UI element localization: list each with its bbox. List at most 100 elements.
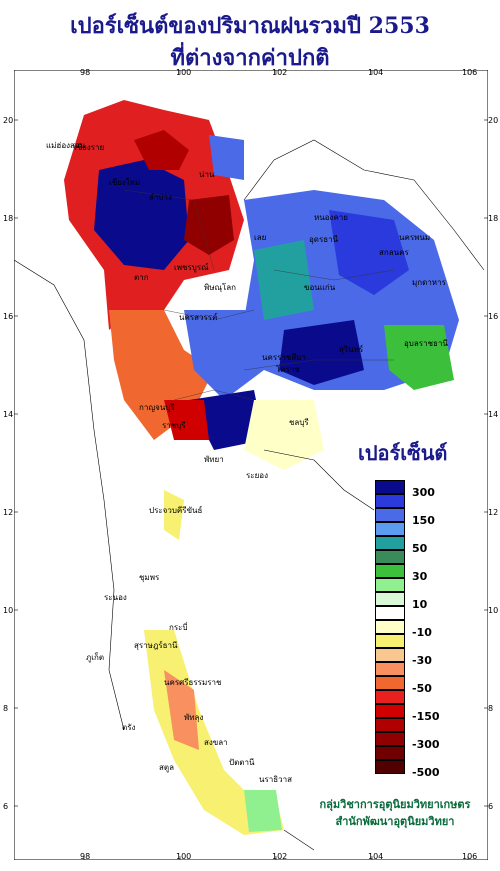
place-label: สงขลา — [204, 738, 228, 747]
place-label: เลย — [254, 233, 266, 242]
legend-label: -300 — [412, 738, 440, 751]
place-label: ตาก — [134, 273, 149, 282]
y-tick-left: 8 — [3, 704, 9, 713]
y-tick-right: 18 — [488, 214, 499, 223]
place-label: อุดรธานี — [309, 235, 339, 244]
legend-swatch — [375, 704, 405, 718]
rainfall-map: เชียงราย น่าน แม่ฮ่องสอน เชียงใหม่ ลำปาง… — [14, 70, 488, 860]
legend-swatch — [375, 606, 405, 620]
credit-line2: สำนักพัฒนาอุตุนิยมวิทยา — [335, 815, 455, 828]
map-title-line2: ที่ต่างจากค่าปกติ — [170, 45, 330, 71]
y-tick-left: 20 — [3, 116, 14, 125]
province-borders — [123, 189, 395, 401]
x-tick-bottom: 100 — [176, 852, 192, 861]
place-label: ระยอง — [246, 471, 268, 480]
place-label: มุกดาหาร — [412, 278, 447, 287]
legend-swatch — [375, 690, 405, 704]
place-label: สุราษฎร์ธานี — [134, 640, 178, 650]
place-label: สกลนคร — [379, 248, 409, 257]
place-label: พิษณุโลก — [204, 282, 236, 292]
y-tick-right: 12 — [488, 508, 499, 517]
place-label: สุรินทร์ — [339, 344, 364, 354]
place-label: เชียงราย — [74, 143, 104, 152]
x-tick-top: 104 — [368, 68, 384, 77]
legend-swatch — [375, 522, 405, 536]
legend-swatch — [375, 718, 405, 732]
y-tick-right: 14 — [488, 410, 499, 419]
legend-swatch — [375, 508, 405, 522]
x-tick-top: 98 — [80, 68, 91, 77]
place-label: นครศรีธรรมราช — [164, 678, 222, 687]
place-label: ชลบุรี — [289, 418, 309, 427]
y-tick-left: 16 — [3, 312, 14, 321]
place-label: เชียงใหม่ — [109, 178, 140, 187]
y-tick-left: 18 — [3, 214, 14, 223]
place-label: ชุมพร — [139, 573, 160, 582]
x-tick-bottom: 104 — [368, 852, 384, 861]
legend-swatch — [375, 732, 405, 746]
rainfall-zones — [64, 100, 459, 835]
place-label: สตูล — [159, 763, 174, 773]
y-tick-left: 6 — [3, 802, 9, 811]
place-label: หนองคาย — [314, 213, 348, 222]
place-label: ประจวบคีรีขันธ์ — [149, 505, 203, 515]
place-label: ราชบุรี — [162, 421, 186, 430]
legend-swatch — [375, 578, 405, 592]
x-tick-bottom: 102 — [272, 852, 288, 861]
y-tick-left: 14 — [3, 410, 14, 419]
legend-swatch — [375, 760, 405, 774]
legend-label: -10 — [412, 626, 432, 639]
place-label: กระบี่ — [169, 621, 188, 632]
credit-line1: กลุ่มวิชาการอุตุนิยมวิทยาเกษตร — [319, 798, 471, 811]
place-label: นครราชสีมา — [262, 353, 306, 362]
legend-swatch — [375, 480, 405, 494]
legend-label: 150 — [412, 514, 435, 527]
x-tick-top: 102 — [272, 68, 288, 77]
legend-label: 30 — [412, 570, 428, 583]
y-tick-right: 16 — [488, 312, 499, 321]
y-tick-right: 8 — [488, 704, 494, 713]
legend-label: -50 — [412, 682, 432, 695]
legend-swatch — [375, 536, 405, 550]
place-label: นครสวรรค์ — [179, 312, 217, 322]
place-label: นราธิวาส — [259, 775, 292, 784]
legend-label: -30 — [412, 654, 432, 667]
legend-swatch — [375, 494, 405, 508]
legend-label: -150 — [412, 710, 440, 723]
place-label: ลำปาง — [149, 193, 172, 202]
place-label: น่าน — [199, 170, 215, 179]
legend-label: 300 — [412, 486, 435, 499]
legend-swatch — [375, 746, 405, 760]
place-label: นครพนม — [399, 233, 430, 242]
y-tick-right: 10 — [488, 606, 499, 615]
y-tick-left: 10 — [3, 606, 14, 615]
graticule-ticks — [14, 70, 488, 860]
place-label: ภูเก็ต — [86, 652, 104, 663]
neighbor-borders — [14, 139, 485, 851]
legend-swatch — [375, 620, 405, 634]
place-label: ตรัง — [122, 723, 135, 732]
legend-label: 10 — [412, 598, 428, 611]
place-label: แม่ฮ่องสอน — [46, 141, 86, 150]
y-tick-right: 20 — [488, 116, 499, 125]
legend-title: เปอร์เซ็นต์ — [358, 441, 448, 465]
place-label: โคราช — [276, 364, 300, 374]
x-tick-top: 106 — [462, 68, 478, 77]
place-label: กาญจนบุรี — [139, 403, 175, 412]
place-label: พัทยา — [204, 455, 224, 464]
place-label: พัทลุง — [184, 713, 203, 722]
legend-swatch — [375, 564, 405, 578]
y-tick-left: 12 — [3, 508, 14, 517]
x-tick-top: 100 — [176, 68, 192, 77]
legend-swatch — [375, 676, 405, 690]
place-labels: เชียงราย น่าน แม่ฮ่องสอน เชียงใหม่ ลำปาง… — [46, 141, 448, 784]
legend-swatch — [375, 662, 405, 676]
place-label: อุบลราชธานี — [404, 339, 448, 348]
legend-swatch — [375, 592, 405, 606]
legend-label: -500 — [412, 766, 440, 779]
legend-swatch — [375, 634, 405, 648]
place-label: ระนอง — [104, 593, 127, 602]
legend-swatch — [375, 648, 405, 662]
x-tick-bottom: 98 — [80, 852, 91, 861]
y-tick-right: 6 — [488, 802, 494, 811]
